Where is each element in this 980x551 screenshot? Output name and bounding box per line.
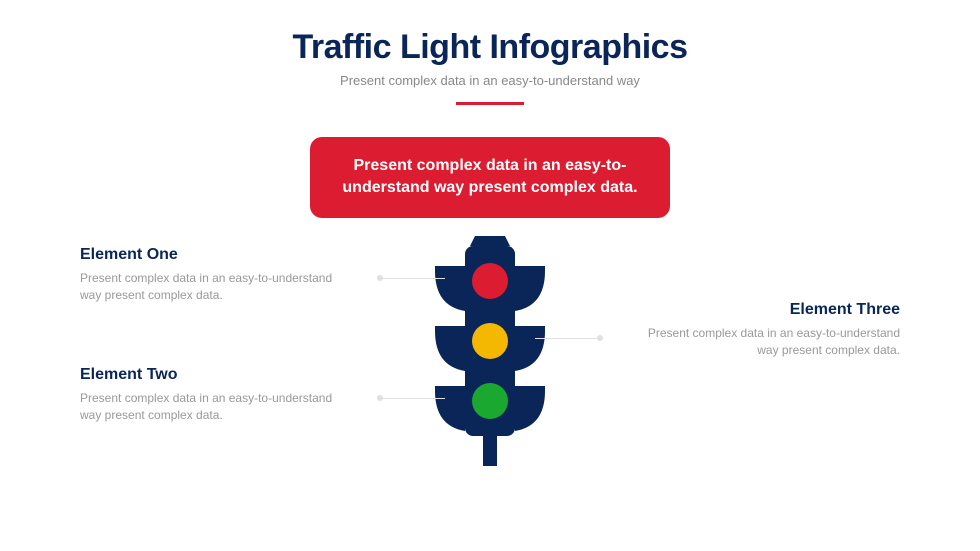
- yellow-light: [472, 323, 508, 359]
- connector-line: [535, 338, 600, 339]
- main-area: Element One Present complex data in an e…: [0, 226, 980, 526]
- red-light: [472, 263, 508, 299]
- connector-line: [380, 398, 445, 399]
- element-three: Element Three Present complex data in an…: [630, 301, 900, 359]
- connector-line: [380, 278, 445, 279]
- callout-box: Present complex data in an easy-to-under…: [310, 137, 670, 218]
- page-title: Traffic Light Infographics: [0, 28, 980, 67]
- traffic-light-icon: [425, 236, 555, 471]
- element-title: Element One: [80, 246, 350, 264]
- header: Traffic Light Infographics Present compl…: [0, 0, 980, 105]
- element-two: Element Two Present complex data in an e…: [80, 366, 350, 424]
- element-one: Element One Present complex data in an e…: [80, 246, 350, 304]
- green-light: [472, 383, 508, 419]
- element-desc: Present complex data in an easy-to-under…: [80, 270, 350, 304]
- element-desc: Present complex data in an easy-to-under…: [80, 390, 350, 424]
- element-title: Element Three: [630, 301, 900, 319]
- divider: [456, 102, 524, 105]
- page-subtitle: Present complex data in an easy-to-under…: [0, 73, 980, 88]
- element-desc: Present complex data in an easy-to-under…: [630, 325, 900, 359]
- element-title: Element Two: [80, 366, 350, 384]
